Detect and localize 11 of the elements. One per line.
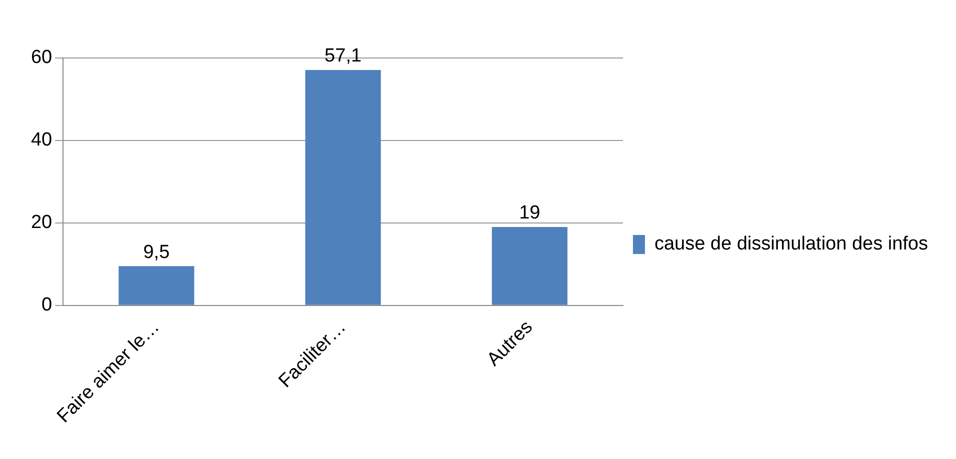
y-tick-label: 20 [30,212,52,234]
y-tick-label: 60 [30,47,52,68]
text: 9,5 [143,242,170,263]
y-tick-label: 0 [42,294,52,316]
bar [118,266,194,305]
y-tick-label: 40 [30,130,52,151]
text: 19 [519,202,540,224]
bar [305,70,381,305]
legend-label: cause de dissimulation des infos [654,234,928,255]
text: 57,1 [324,46,362,67]
bar [492,227,568,305]
